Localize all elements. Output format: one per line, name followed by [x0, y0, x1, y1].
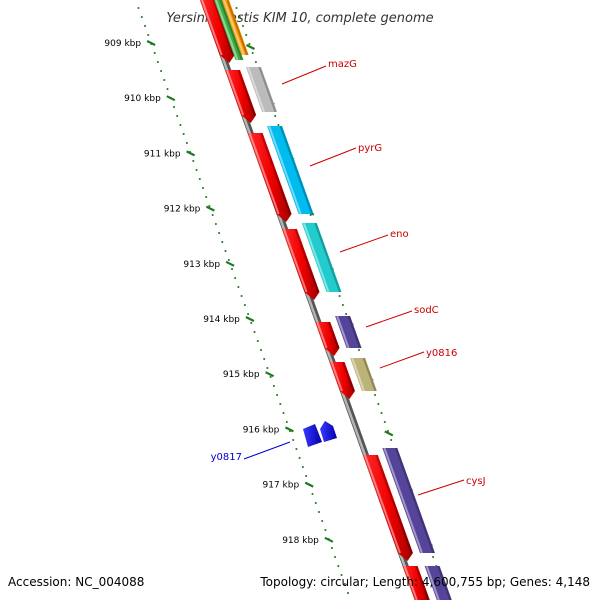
kbp-tick	[324, 536, 334, 543]
accession-label: Accession: NC_004088	[8, 575, 144, 589]
gene-label-sodc[interactable]: sodC	[414, 305, 439, 316]
cog-feature[interactable]	[214, 0, 244, 61]
kbp-label: 912 kbp	[164, 205, 201, 215]
feature-tracks	[200, 0, 452, 600]
label-leader	[243, 441, 291, 460]
label-leader	[339, 234, 389, 253]
cog-feature[interactable]	[382, 447, 435, 554]
kbp-label: 918 kbp	[282, 536, 319, 546]
kbp-label: 911 kbp	[144, 149, 181, 159]
kbp-label: 910 kbp	[124, 94, 161, 104]
cds-feature[interactable]	[247, 132, 292, 222]
cog-feature[interactable]	[245, 66, 278, 113]
kbp-label: 916 kbp	[243, 425, 280, 435]
kbp-tick	[245, 316, 255, 322]
kbp-tick	[284, 426, 294, 433]
kbp-tick	[166, 95, 176, 102]
kbp-label: 909 kbp	[104, 39, 141, 49]
gene-label-y0816[interactable]: y0816	[426, 348, 457, 359]
kbp-tick	[186, 150, 196, 157]
label-leader	[365, 310, 413, 328]
label-leader	[379, 351, 425, 369]
cog-feature[interactable]	[350, 357, 377, 392]
kbp-tick	[304, 481, 314, 488]
gene-label-eno[interactable]: eno	[390, 229, 409, 240]
gene-labels: mazG pyrG eno sodC y0816 cysJ y0817	[211, 59, 486, 496]
gene-label-pyrg[interactable]: pyrG	[358, 143, 382, 154]
outer-tick	[246, 44, 255, 50]
cds-feature[interactable]	[281, 228, 320, 300]
kbp-label: 915 kbp	[223, 370, 260, 380]
cog-feature[interactable]	[335, 315, 362, 349]
cds-feature[interactable]	[225, 69, 257, 123]
kbp-tick	[265, 371, 275, 378]
kbp-tick	[146, 40, 156, 46]
kbp-label: 914 kbp	[203, 315, 240, 325]
label-leader	[281, 65, 327, 85]
kbp-tick	[205, 205, 215, 212]
cds-feature[interactable]	[362, 454, 413, 561]
y0817-feature[interactable]	[303, 421, 337, 447]
kbp-label: 917 kbp	[263, 481, 300, 491]
cog-feature[interactable]	[424, 565, 452, 600]
gene-label-y0817[interactable]: y0817	[211, 452, 242, 463]
kbp-label: 913 kbp	[183, 260, 220, 270]
cog-feature[interactable]	[267, 125, 314, 215]
label-leader	[417, 479, 465, 496]
ruler-dotted-line	[137, 6, 350, 595]
cds-feature[interactable]	[329, 361, 355, 399]
gene-label-cysj[interactable]: cysJ	[466, 476, 486, 487]
genome-summary: Topology: circular; Length: 4,600,755 bp…	[259, 575, 590, 589]
cds-feature[interactable]	[402, 565, 430, 600]
kbp-tick	[225, 260, 235, 267]
cog-feature[interactable]	[301, 222, 342, 293]
label-leader	[309, 147, 357, 167]
cog-feature[interactable]	[222, 0, 249, 56]
cds-feature[interactable]	[200, 0, 235, 63]
cds-feature[interactable]	[315, 321, 340, 356]
outer-tick	[384, 430, 394, 437]
gene-label-mazg[interactable]: mazG	[328, 59, 357, 70]
